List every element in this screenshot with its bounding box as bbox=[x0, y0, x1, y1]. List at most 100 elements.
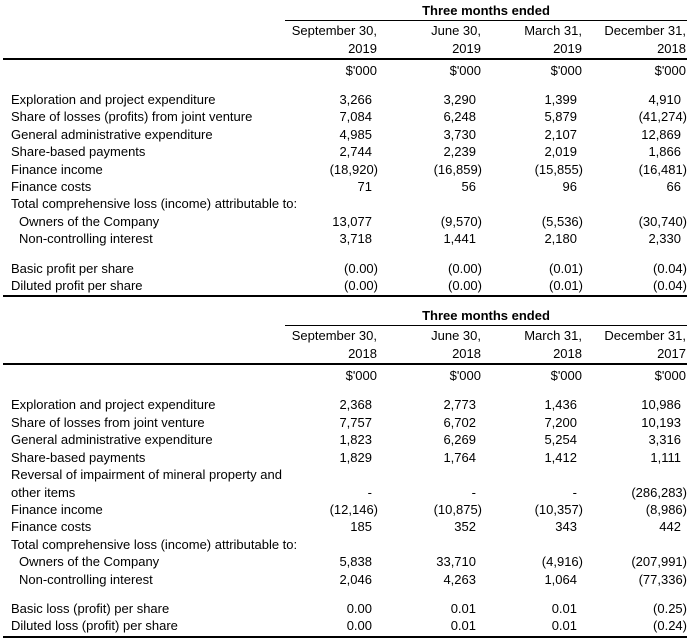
cell-value: (10,875) bbox=[433, 501, 482, 517]
cell-value: 4,263 bbox=[443, 571, 476, 587]
column-headers-row: September 30, 2019 June 30, 2019 March 3… bbox=[3, 21, 687, 58]
row-label: Diluted profit per share bbox=[11, 278, 143, 294]
table-bottom-rule bbox=[3, 635, 687, 638]
cell-value: (0.00) bbox=[344, 260, 378, 276]
cell-value: (18,920) bbox=[329, 161, 378, 177]
cell-value: 56 bbox=[461, 179, 476, 195]
row-label: Owners of the Company bbox=[19, 554, 160, 570]
cell-value: 3,730 bbox=[443, 126, 476, 142]
table-row: Diluted loss (profit) per share 0.00 0.01 0… bbox=[3, 617, 687, 634]
row-label: Non-controlling interest bbox=[19, 571, 153, 587]
table-row: Reversal of impairment of mineral proper… bbox=[3, 466, 687, 501]
row-label: Finance income bbox=[11, 161, 103, 177]
table-row: Finance costs 185 352 343 442 bbox=[3, 518, 687, 535]
row-label: Reversal of impairment of mineral proper… bbox=[11, 467, 282, 500]
column-header-date: September 30, 2018 bbox=[285, 326, 378, 363]
row-label: Finance income bbox=[11, 501, 103, 517]
cell-value: 343 bbox=[555, 519, 577, 535]
column-header-date: December 31, 2017 bbox=[583, 326, 687, 363]
cell-value: (0.04) bbox=[653, 260, 687, 276]
cell-value: 1,399 bbox=[544, 92, 577, 107]
table-row: Exploration and project expenditure 2,368… bbox=[3, 396, 687, 413]
row-label: Share of losses from joint venture bbox=[11, 414, 205, 430]
table-row: General administrative expenditure 4,985 3… bbox=[3, 126, 687, 143]
row-label: Exploration and project expenditure bbox=[11, 92, 216, 107]
quarterly-results-table-2018: Three months ended September 30, 2018 Ju… bbox=[3, 309, 687, 638]
cell-value: 0.01 bbox=[450, 600, 476, 616]
cell-value: (41,274) bbox=[638, 109, 687, 125]
cell-value: 3,718 bbox=[339, 231, 372, 247]
table-row: Exploration and project expenditure 3,266… bbox=[3, 91, 687, 108]
cell-value: (8,986) bbox=[645, 501, 687, 517]
cell-value: 1,866 bbox=[648, 144, 681, 160]
cell-value: 2,239 bbox=[443, 144, 476, 160]
cell-value: 2,368 bbox=[339, 397, 372, 413]
table-row: Share of losses from joint venture 7,757 6… bbox=[3, 414, 687, 431]
table-row: Finance income (12,146) (10,875) (10,357) (8… bbox=[3, 501, 687, 518]
cell-value: 1,823 bbox=[339, 432, 372, 448]
cell-value: (0.01) bbox=[549, 278, 583, 294]
cell-value: 2,046 bbox=[339, 571, 372, 587]
column-month: December 31, bbox=[604, 328, 686, 344]
cell-value: 13,077 bbox=[332, 213, 372, 229]
cell-value: 1,064 bbox=[544, 571, 577, 587]
table-header-row: Three months ended bbox=[3, 4, 687, 21]
table-row: Finance costs 71 56 96 66 bbox=[3, 178, 687, 195]
units-label: $'000 bbox=[654, 63, 686, 78]
cell-value: 4,985 bbox=[339, 126, 372, 142]
cell-value: 0.01 bbox=[551, 600, 577, 616]
table-row: Total comprehensive loss (income) attrib… bbox=[3, 195, 687, 212]
cell-value: (0.00) bbox=[344, 278, 378, 294]
cell-value: 2,773 bbox=[443, 397, 476, 413]
cell-value: (9,570) bbox=[440, 213, 482, 229]
cell-value: 66 bbox=[666, 179, 681, 195]
cell-value: (30,740) bbox=[638, 213, 687, 229]
cell-value: (0.25) bbox=[653, 600, 687, 616]
header-gap bbox=[3, 79, 687, 91]
cell-value: - bbox=[367, 484, 372, 500]
spacer-row bbox=[3, 588, 687, 600]
row-label: Total comprehensive loss (income) attrib… bbox=[11, 196, 298, 212]
cell-value: 0.01 bbox=[450, 618, 476, 634]
cell-value: 2,744 bbox=[339, 144, 372, 160]
cell-value: (12,146) bbox=[329, 501, 378, 517]
column-year: 2019 bbox=[452, 41, 481, 56]
cell-value: 1,412 bbox=[544, 449, 577, 465]
cell-value: 0.01 bbox=[551, 618, 577, 634]
table-row: Owners of the Company 5,838 33,710 (4,916) (… bbox=[3, 553, 687, 570]
cell-value: 2,330 bbox=[648, 231, 681, 247]
row-label: Non-controlling interest bbox=[19, 231, 153, 247]
cell-value: (10,357) bbox=[534, 501, 583, 517]
cell-value: (0.00) bbox=[448, 260, 482, 276]
column-header-date: March 31, 2018 bbox=[482, 326, 583, 363]
cell-value: (16,481) bbox=[638, 161, 687, 177]
cell-value: (16,859) bbox=[433, 161, 482, 177]
column-header-date: December 31, 2018 bbox=[583, 21, 687, 58]
cell-value: - bbox=[572, 484, 577, 500]
header-rule bbox=[3, 363, 687, 366]
table-row: Finance income (18,920) (16,859) (15,855) (1… bbox=[3, 161, 687, 178]
cell-value: 2,180 bbox=[544, 231, 577, 247]
cell-value: 185 bbox=[350, 519, 372, 535]
cell-value: (5,536) bbox=[541, 213, 583, 229]
cell-value: 5,879 bbox=[544, 109, 577, 125]
table-row: Owners of the Company 13,077 (9,570) (5,536… bbox=[3, 213, 687, 230]
cell-value: - bbox=[471, 484, 476, 500]
row-label: General administrative expenditure bbox=[11, 432, 213, 448]
table-header-row: Three months ended bbox=[3, 309, 687, 327]
row-label: Diluted loss (profit) per share bbox=[11, 618, 178, 634]
column-year: 2018 bbox=[348, 346, 377, 362]
units-row: $'000 $'000 $'000 $'000 bbox=[3, 60, 687, 79]
cell-value: 1,441 bbox=[443, 231, 476, 247]
column-year: 2019 bbox=[348, 41, 377, 56]
cell-value: 1,436 bbox=[544, 397, 577, 413]
cell-value: 10,193 bbox=[641, 414, 681, 430]
table-row: Non-controlling interest 2,046 4,263 1,064 (… bbox=[3, 571, 687, 588]
cell-value: (0.04) bbox=[653, 278, 687, 294]
header-spacer bbox=[3, 4, 285, 21]
header-rule bbox=[3, 58, 687, 60]
cell-value: 5,838 bbox=[339, 554, 372, 570]
column-year: 2018 bbox=[657, 41, 686, 56]
cell-value: (207,991) bbox=[631, 554, 687, 570]
